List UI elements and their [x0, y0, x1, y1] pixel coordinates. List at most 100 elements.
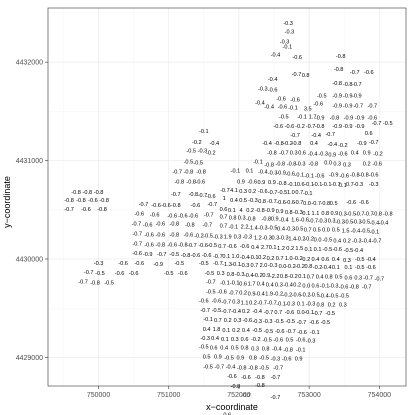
point-label: -0.6 [290, 98, 300, 104]
point-label: -2.2 [270, 274, 280, 280]
point-label: -0.6 [285, 171, 295, 177]
point-label: -0.7 [132, 222, 142, 228]
point-label: -0.6 [151, 203, 161, 209]
point-label: -0.3 [198, 149, 208, 155]
point-label: -0.3 [240, 263, 250, 269]
point-label: 1.0 [287, 190, 295, 196]
point-label: -0.1 [228, 225, 238, 231]
point-label: -0.5 [346, 212, 356, 218]
point-label: -0.1 [253, 160, 263, 166]
point-label: -0.4 [231, 309, 241, 315]
point-label: -0.5 [203, 233, 213, 239]
point-label: -0.7 [325, 132, 335, 138]
point-label: 0.9 [214, 354, 222, 360]
point-label: -0.4 [255, 291, 265, 297]
point-label: 1 [223, 196, 226, 202]
y-tick-label: 4429000 [16, 355, 43, 362]
point-label: -0.7 [268, 190, 278, 196]
point-label: -0.6 [161, 203, 171, 209]
point-label: -0.7 [313, 311, 323, 317]
point-label: -0.1 [297, 114, 307, 120]
point-label: -0.3 [279, 235, 289, 241]
point-label: -0.1 [320, 284, 330, 290]
point-label: -0.4 [362, 238, 372, 244]
point-label: -0.8 [196, 169, 206, 175]
point-label: -0.7 [271, 395, 281, 401]
point-label: 0.6 [298, 151, 306, 157]
point-label: 0.1 [297, 301, 305, 307]
point-label: 0.2 [242, 309, 250, 315]
point-label: -0.8 [255, 208, 265, 214]
point-label: -0.5 [104, 281, 114, 287]
point-label: -0.7 [132, 231, 142, 237]
point-label: -0.3 [318, 219, 328, 225]
point-label: -0.5 [323, 247, 333, 253]
point-label: -0.6 [258, 189, 268, 195]
point-label: -0.2 [295, 124, 305, 130]
point-label: -0.4 [327, 142, 337, 148]
point-label: -0.7 [213, 261, 223, 267]
point-label: -0.5 [344, 220, 354, 226]
point-label: 4.1 [230, 188, 238, 194]
point-label: 0.9 [295, 356, 303, 362]
point-label: 0.7 [274, 310, 282, 316]
point-label: -0.5 [206, 290, 216, 296]
point-label: -0.6 [366, 265, 376, 271]
point-label: 0.3 [275, 283, 283, 289]
point-label: 2.2 [241, 225, 249, 231]
point-label: -0.1 [304, 173, 314, 179]
point-label: -0.1 [230, 281, 240, 287]
point-label: 0.0 [279, 264, 287, 270]
point-label: 0.8 [227, 272, 235, 278]
point-label: -0.4 [258, 169, 268, 175]
point-label: -0.9 [332, 94, 342, 100]
point-label: -0.5 [329, 293, 339, 299]
point-label: -0.1 [294, 172, 304, 178]
point-label: -0.6 [364, 70, 374, 76]
point-label: -0.6 [81, 207, 91, 213]
point-label: 0.4 [316, 275, 324, 281]
point-label: -0.6 [212, 298, 222, 304]
point-label: -0.5 [323, 237, 333, 243]
point-label: -0.7 [78, 280, 88, 286]
gridlines [48, 8, 406, 386]
point-label: -0.3 [306, 339, 316, 345]
point-label: -0.6 [184, 232, 194, 238]
point-label: -0.6 [198, 243, 208, 249]
point-label: 0.4 [351, 151, 359, 157]
point-label: -0.6 [206, 194, 216, 200]
point-label: -0.7 [367, 103, 377, 109]
point-label: -0.8 [334, 67, 344, 73]
point-label: -0.4 [379, 221, 389, 227]
point-label: -0.6 [296, 338, 306, 344]
x-tick-label: 754000 [368, 392, 391, 399]
point-label: -0.6 [118, 261, 128, 267]
point-label: 0.8 [302, 73, 310, 79]
y-tick-label: 4432000 [16, 60, 43, 67]
point-label: -0.1 [287, 182, 297, 188]
point-label: -0.6 [292, 292, 302, 298]
point-label: 0.7 [304, 227, 312, 233]
point-label: -0.6 [144, 242, 154, 248]
point-label: -0.3 [252, 319, 262, 325]
point-label: 0.1 [332, 265, 340, 271]
point-label: -0.6 [88, 198, 98, 204]
point-label: -0.6 [191, 253, 201, 259]
point-label: 0.1 [222, 254, 230, 260]
point-label: 0.4 [230, 198, 238, 204]
point-label: -0.3 [285, 30, 295, 36]
point-label: -0.8 [274, 141, 284, 147]
panel-border [47, 7, 407, 387]
point-label: 1.2 [277, 246, 285, 252]
point-label: 0.3 [290, 151, 298, 157]
point-label: -0.6 [268, 88, 278, 94]
point-label: 0.3 [217, 271, 225, 277]
point-label: -0.6 [278, 104, 288, 110]
point-label: -0.3 [285, 301, 295, 307]
point-label: -0.6 [217, 290, 227, 296]
point-label: 0.7 [276, 256, 284, 262]
point-label: -0.7 [309, 219, 319, 225]
point-label: 0.2 [258, 255, 266, 261]
point-label: 0.7 [220, 224, 228, 230]
point-label: 0.3 [333, 162, 341, 168]
